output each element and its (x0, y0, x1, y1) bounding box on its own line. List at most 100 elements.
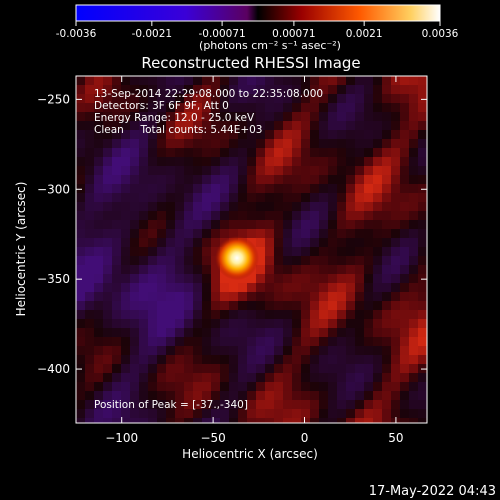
heatmap-cell (229, 157, 238, 166)
heatmap-cell (157, 76, 166, 85)
heatmap-cell (409, 382, 418, 391)
heatmap-cell (418, 373, 427, 382)
heatmap-cell (85, 202, 94, 211)
heatmap-cell (139, 391, 148, 400)
heatmap-cell (184, 157, 193, 166)
heatmap-cell (184, 229, 193, 238)
heatmap-cell (184, 103, 193, 112)
heatmap-cell (121, 265, 130, 274)
heatmap-cell (148, 409, 157, 418)
heatmap-cell (346, 292, 355, 301)
heatmap-cell (166, 121, 175, 130)
heatmap-cell (130, 94, 139, 103)
heatmap-cell (229, 76, 238, 85)
heatmap-cell (247, 310, 256, 319)
heatmap-cell (130, 193, 139, 202)
heatmap-cell (94, 283, 103, 292)
heatmap-cell (229, 283, 238, 292)
heatmap-cell (166, 310, 175, 319)
heatmap-cell (418, 310, 427, 319)
heatmap-cell (76, 76, 85, 85)
heatmap-cell (364, 94, 373, 103)
heatmap-cell (328, 265, 337, 274)
heatmap-cell (220, 76, 229, 85)
heatmap-cell (112, 238, 121, 247)
heatmap-cell (265, 211, 274, 220)
heatmap-cell (346, 355, 355, 364)
heatmap-cell (193, 310, 202, 319)
heatmap-cell (265, 256, 274, 265)
heatmap-cell (139, 229, 148, 238)
heatmap-cell (175, 265, 184, 274)
heatmap-cell (391, 202, 400, 211)
heatmap-cell (355, 175, 364, 184)
heatmap-cell (211, 157, 220, 166)
heatmap-cell (292, 157, 301, 166)
heatmap-cell (148, 238, 157, 247)
heatmap-cell (139, 148, 148, 157)
heatmap-cell (148, 130, 157, 139)
heatmap-cell (391, 301, 400, 310)
heatmap-cell (202, 202, 211, 211)
heatmap-cell (112, 85, 121, 94)
heatmap-cell (310, 202, 319, 211)
heatmap-cell (238, 319, 247, 328)
heatmap-cell (193, 148, 202, 157)
heatmap-cell (337, 382, 346, 391)
heatmap-cell (247, 418, 256, 423)
heatmap-cell (148, 76, 157, 85)
heatmap-cell (292, 184, 301, 193)
heatmap-cell (121, 274, 130, 283)
heatmap-cell (103, 418, 112, 423)
heatmap-cell (157, 400, 166, 409)
heatmap-cell (202, 382, 211, 391)
heatmap-cell (238, 157, 247, 166)
heatmap-cell (85, 112, 94, 121)
heatmap-cell (274, 94, 283, 103)
heatmap-cell (373, 103, 382, 112)
heatmap-cell (112, 391, 121, 400)
heatmap-cell (193, 292, 202, 301)
heatmap-cell (166, 337, 175, 346)
heatmap-cell (76, 103, 85, 112)
heatmap-cell (139, 166, 148, 175)
heatmap-cell (355, 382, 364, 391)
heatmap-cell (148, 391, 157, 400)
heatmap-cell (148, 184, 157, 193)
heatmap-cell (337, 256, 346, 265)
heatmap-cell (310, 301, 319, 310)
heatmap-cell (175, 139, 184, 148)
heatmap-cell (256, 184, 265, 193)
heatmap-cell (157, 202, 166, 211)
heatmap-cell (409, 193, 418, 202)
heatmap-cell (283, 211, 292, 220)
heatmap-cell (310, 229, 319, 238)
heatmap-cell (418, 391, 427, 400)
heatmap-cell (184, 193, 193, 202)
heatmap-cell (166, 283, 175, 292)
heatmap-cell (76, 283, 85, 292)
heatmap-cell (283, 265, 292, 274)
heatmap-cell (157, 328, 166, 337)
heatmap-cell (301, 202, 310, 211)
x-axis-label: Heliocentric X (arcsec) (182, 447, 318, 461)
heatmap-cell (337, 283, 346, 292)
heatmap-cell (355, 373, 364, 382)
heatmap-cell (409, 94, 418, 103)
heatmap-cell (346, 265, 355, 274)
heatmap-cell (292, 409, 301, 418)
heatmap-cell (355, 193, 364, 202)
heatmap-cell (175, 328, 184, 337)
heatmap-cell (274, 166, 283, 175)
heatmap-cell (76, 130, 85, 139)
heatmap-cell (301, 283, 310, 292)
heatmap-cell (337, 364, 346, 373)
heatmap-cell (301, 157, 310, 166)
heatmap-cell (121, 193, 130, 202)
heatmap-cell (139, 346, 148, 355)
heatmap-cell (391, 184, 400, 193)
heatmap-cell (85, 355, 94, 364)
heatmap-cell (274, 355, 283, 364)
heatmap-cell (337, 328, 346, 337)
heatmap-cell (121, 337, 130, 346)
